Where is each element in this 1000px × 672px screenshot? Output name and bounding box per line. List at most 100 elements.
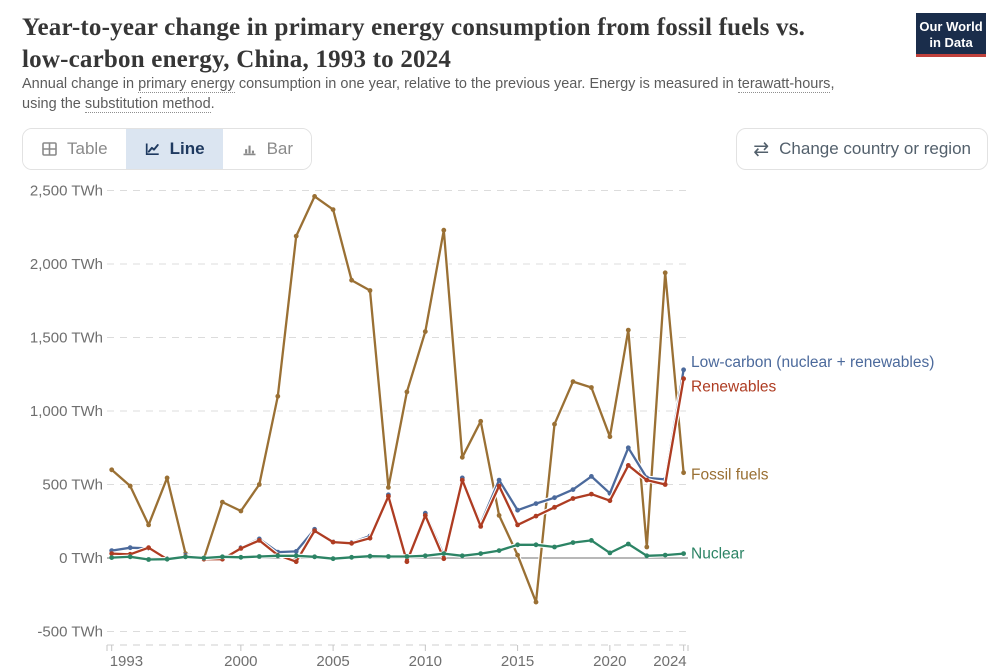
data-point-nuclear[interactable] [607, 550, 613, 556]
data-point-renewables[interactable] [441, 556, 447, 562]
data-point-fossil-fuels[interactable] [644, 544, 650, 550]
data-point-renewables[interactable] [349, 540, 354, 546]
data-point-nuclear[interactable] [496, 548, 502, 553]
data-point-nuclear[interactable] [625, 541, 631, 547]
series-label-fossil-fuels[interactable]: Fossil fuels [691, 467, 769, 484]
data-point-fossil-fuels[interactable] [552, 421, 557, 427]
data-point-nuclear[interactable] [644, 553, 650, 559]
data-point-renewables[interactable] [386, 493, 391, 499]
data-point-renewables[interactable] [662, 482, 668, 487]
data-point-nuclear[interactable] [293, 553, 299, 559]
data-point-fossil-fuels[interactable] [607, 434, 613, 440]
data-point-renewables[interactable] [607, 498, 613, 504]
data-point-low-carbon-nuclear-renewables[interactable] [552, 495, 557, 501]
data-point-renewables[interactable] [459, 477, 465, 483]
data-point-renewables[interactable] [681, 376, 686, 382]
data-point-nuclear[interactable] [589, 538, 594, 543]
data-point-fossil-fuels[interactable] [349, 277, 354, 283]
data-point-nuclear[interactable] [533, 542, 539, 548]
tab-bar[interactable]: Bar [222, 129, 312, 169]
data-point-renewables[interactable] [589, 491, 594, 497]
data-point-low-carbon-nuclear-renewables[interactable] [127, 545, 133, 551]
data-point-fossil-fuels[interactable] [256, 482, 262, 487]
data-point-nuclear[interactable] [109, 555, 115, 560]
data-point-fossil-fuels[interactable] [625, 327, 631, 333]
data-point-fossil-fuels[interactable] [589, 385, 594, 390]
data-point-fossil-fuels[interactable] [404, 389, 410, 395]
data-point-fossil-fuels[interactable] [496, 513, 502, 518]
data-point-renewables[interactable] [496, 483, 502, 489]
data-point-fossil-fuels[interactable] [515, 552, 520, 558]
data-point-renewables[interactable] [367, 535, 373, 541]
tab-table[interactable]: Table [23, 129, 126, 169]
data-point-nuclear[interactable] [164, 556, 170, 562]
data-point-renewables[interactable] [478, 524, 484, 529]
data-point-renewables[interactable] [533, 513, 539, 519]
series-label-nuclear[interactable]: Nuclear [691, 546, 744, 563]
data-point-fossil-fuels[interactable] [367, 288, 373, 293]
data-point-low-carbon-nuclear-renewables[interactable] [625, 445, 631, 451]
data-point-low-carbon-nuclear-renewables[interactable] [515, 507, 520, 513]
data-point-nuclear[interactable] [422, 553, 428, 559]
data-point-nuclear[interactable] [220, 554, 225, 560]
data-point-nuclear[interactable] [441, 551, 447, 556]
series-label-renewables[interactable]: Renewables [691, 379, 777, 396]
data-point-nuclear[interactable] [459, 553, 465, 559]
data-point-fossil-fuels[interactable] [275, 393, 281, 399]
term-terawatt-hours[interactable]: terawatt-hours [737, 76, 831, 93]
data-point-nuclear[interactable] [681, 551, 686, 556]
data-point-low-carbon-nuclear-renewables[interactable] [589, 474, 594, 479]
data-point-nuclear[interactable] [146, 557, 152, 562]
data-point-fossil-fuels[interactable] [220, 499, 225, 505]
data-point-renewables[interactable] [109, 551, 115, 556]
data-point-nuclear[interactable] [256, 554, 262, 559]
owid-logo[interactable]: Our World in Data [916, 13, 986, 57]
data-point-renewables[interactable] [515, 522, 520, 528]
series-line-fossil-fuels[interactable] [110, 195, 685, 604]
data-point-renewables[interactable] [238, 546, 244, 551]
data-point-renewables[interactable] [293, 559, 299, 565]
data-point-fossil-fuels[interactable] [109, 467, 115, 473]
term-substitution-method[interactable]: substitution method [84, 96, 211, 113]
series-line-nuclear[interactable] [111, 539, 684, 561]
data-point-renewables[interactable] [422, 513, 428, 518]
data-point-renewables[interactable] [644, 477, 650, 483]
data-point-fossil-fuels[interactable] [533, 599, 539, 605]
data-point-fossil-fuels[interactable] [570, 379, 576, 384]
data-point-renewables[interactable] [625, 463, 631, 468]
change-country-button[interactable]: ⇄ Change country or region [736, 128, 988, 170]
data-point-nuclear[interactable] [349, 554, 354, 560]
data-point-fossil-fuels[interactable] [293, 233, 299, 239]
data-point-nuclear[interactable] [478, 551, 484, 556]
data-point-fossil-fuels[interactable] [681, 470, 686, 476]
data-point-low-carbon-nuclear-renewables[interactable] [496, 477, 502, 483]
data-point-fossil-fuels[interactable] [146, 522, 152, 528]
data-point-nuclear[interactable] [662, 552, 668, 558]
data-point-nuclear[interactable] [330, 556, 336, 562]
data-point-nuclear[interactable] [552, 544, 557, 550]
data-point-low-carbon-nuclear-renewables[interactable] [681, 367, 686, 373]
data-point-renewables[interactable] [256, 538, 262, 543]
term-primary-energy[interactable]: primary energy [138, 76, 235, 93]
data-point-low-carbon-nuclear-renewables[interactable] [533, 501, 539, 506]
data-point-nuclear[interactable] [238, 554, 244, 560]
data-point-fossil-fuels[interactable] [478, 418, 484, 424]
data-point-nuclear[interactable] [515, 542, 520, 548]
data-point-fossil-fuels[interactable] [386, 485, 391, 490]
tab-line[interactable]: Line [125, 129, 223, 169]
data-point-nuclear[interactable] [127, 554, 133, 560]
data-point-nuclear[interactable] [404, 554, 410, 559]
data-point-renewables[interactable] [404, 559, 410, 565]
data-point-fossil-fuels[interactable] [312, 194, 317, 199]
data-point-nuclear[interactable] [312, 554, 317, 560]
data-point-fossil-fuels[interactable] [662, 270, 668, 276]
data-point-renewables[interactable] [330, 539, 336, 545]
data-point-nuclear[interactable] [367, 553, 373, 559]
data-point-low-carbon-nuclear-renewables[interactable] [293, 549, 299, 554]
data-point-nuclear[interactable] [570, 540, 576, 545]
data-point-nuclear[interactable] [386, 554, 391, 559]
data-point-nuclear[interactable] [275, 553, 281, 559]
data-point-renewables[interactable] [552, 504, 557, 510]
data-point-fossil-fuels[interactable] [164, 475, 170, 481]
data-point-nuclear[interactable] [201, 555, 207, 561]
